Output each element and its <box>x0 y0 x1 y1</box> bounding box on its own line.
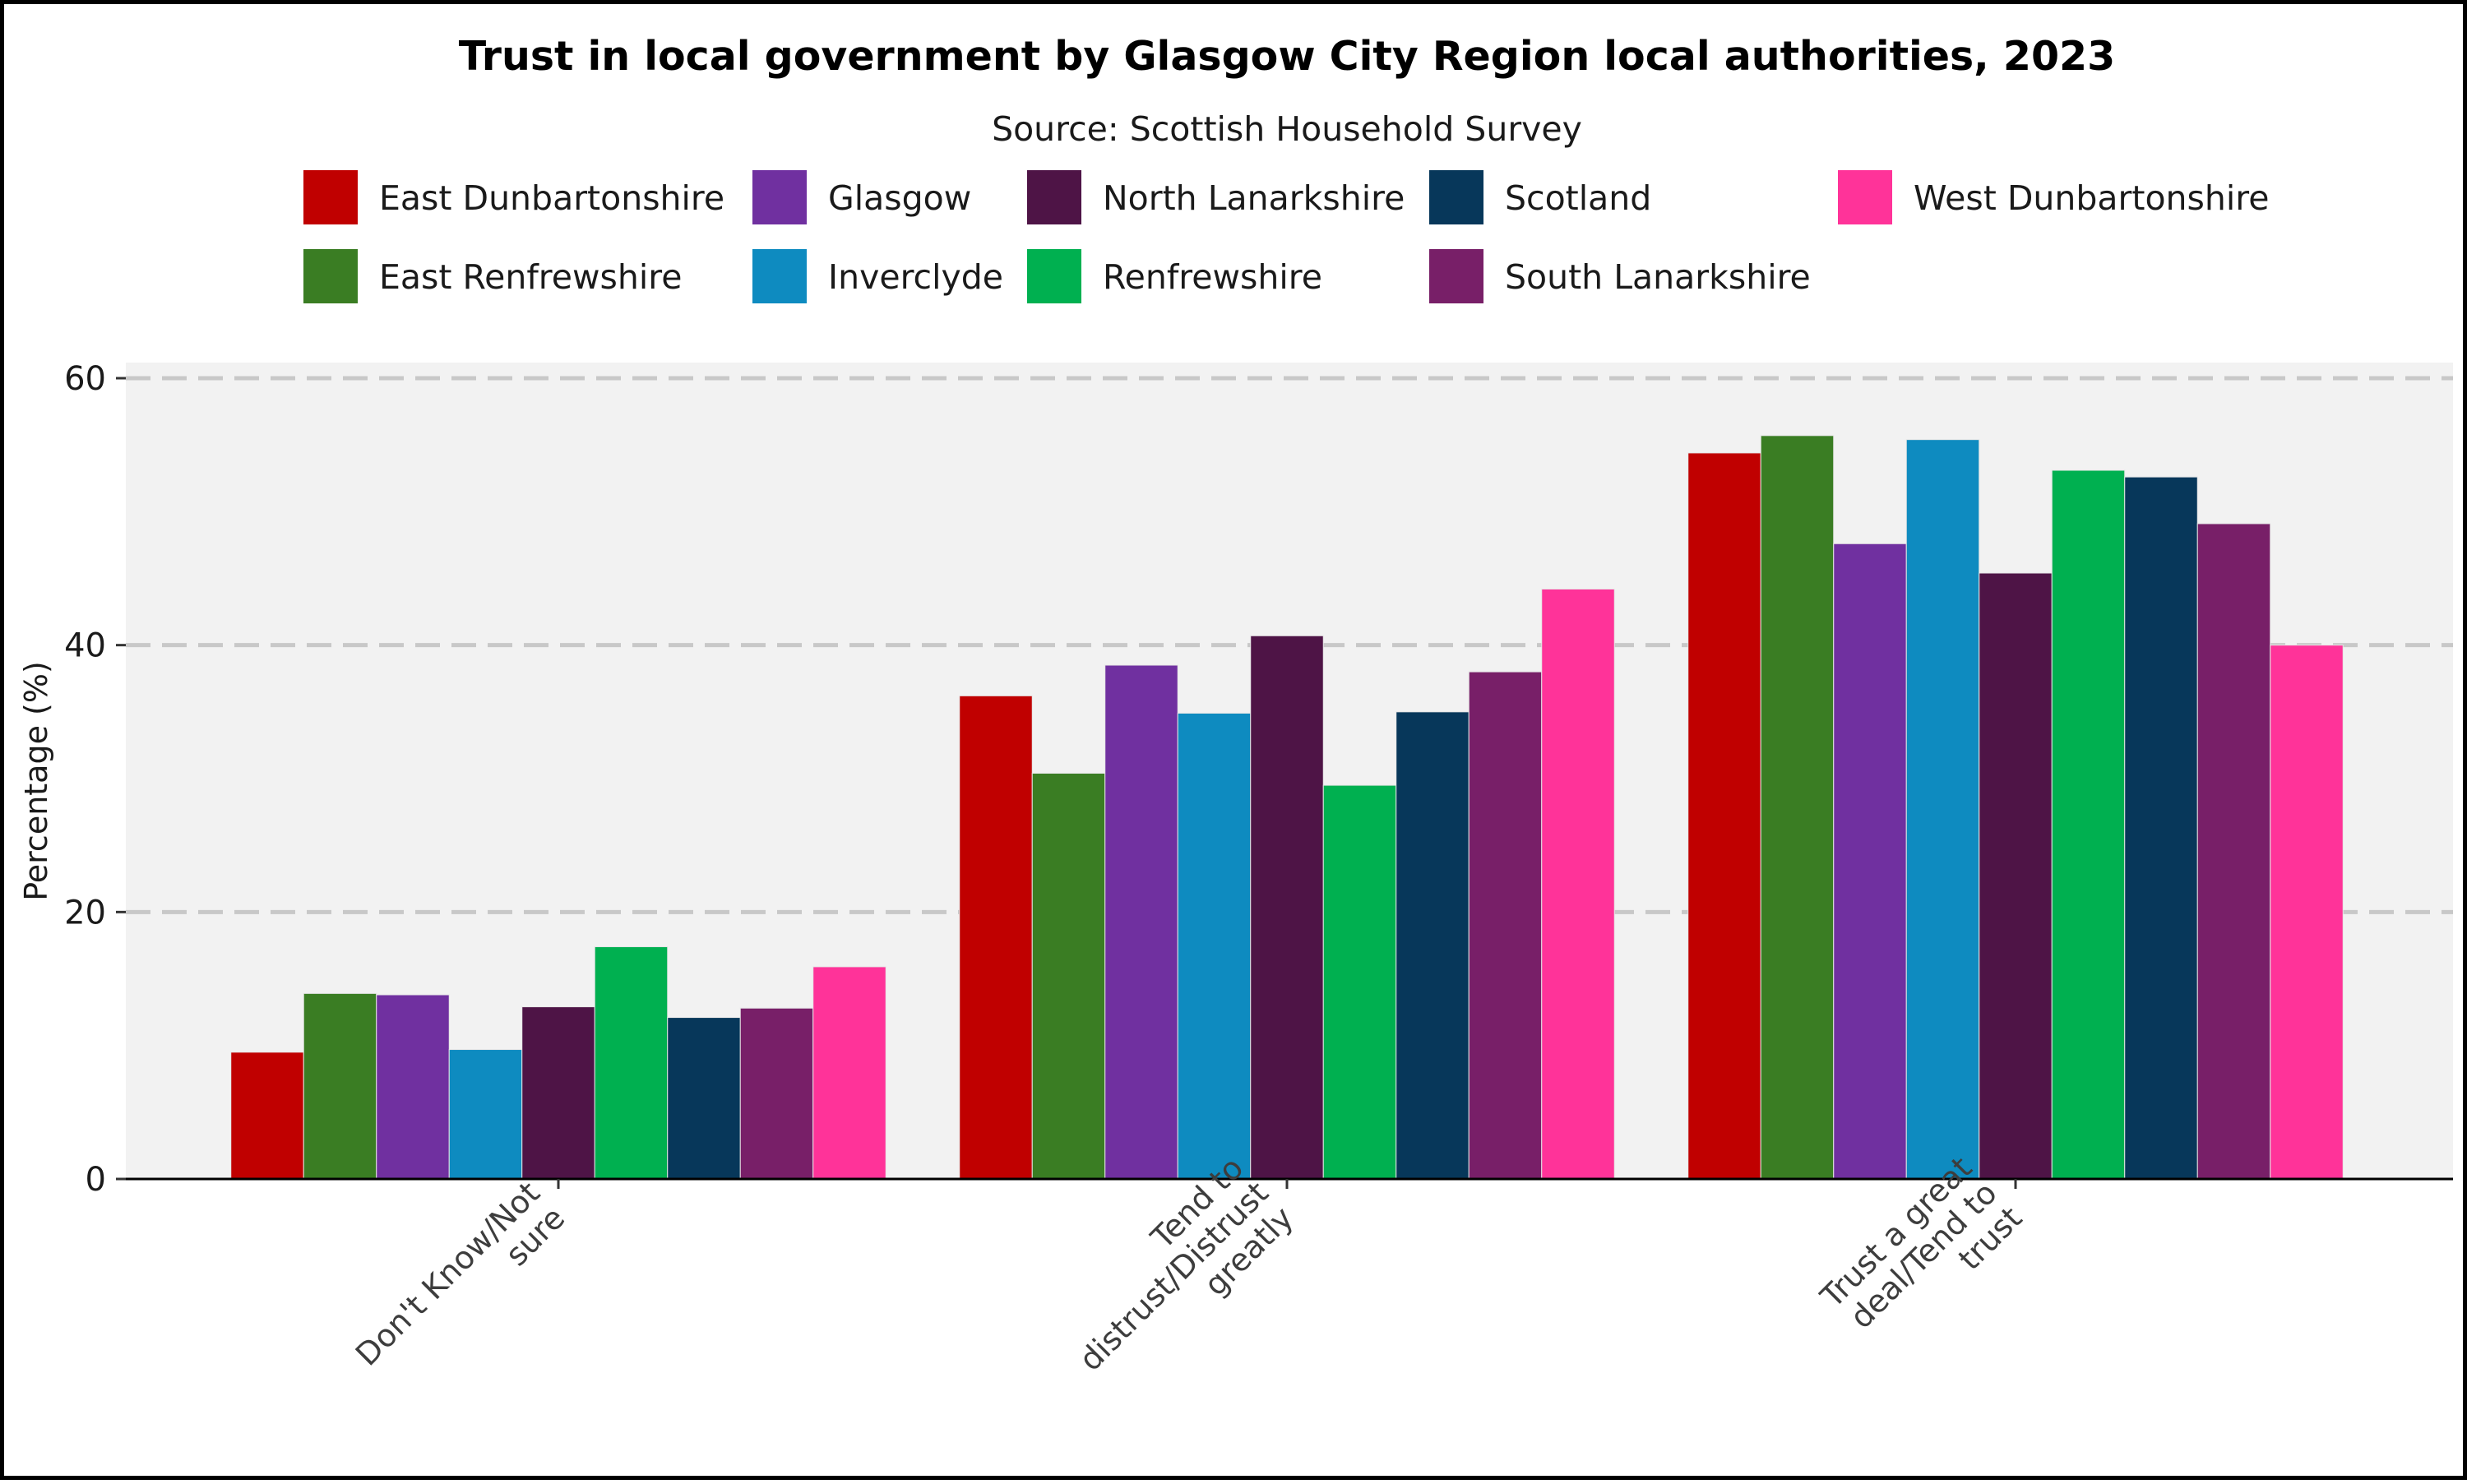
legend-label: Renfrewshire <box>1103 257 1322 297</box>
legend-label: South Lanarkshire <box>1505 257 1811 297</box>
bar <box>1541 588 1615 1180</box>
legend-swatch <box>1429 170 1483 224</box>
bar <box>1104 664 1178 1180</box>
legend-label: West Dunbartonshire <box>1914 178 2269 218</box>
y-tick-label: 20 <box>64 894 106 932</box>
bar <box>1687 452 1761 1180</box>
bar <box>594 946 669 1180</box>
bar <box>1250 635 1324 1180</box>
bar <box>2051 469 2126 1180</box>
bar <box>1395 711 1470 1180</box>
y-tick-label: 60 <box>64 360 106 398</box>
legend-label: North Lanarkshire <box>1103 178 1405 218</box>
legend-item: South Lanarkshire <box>1429 249 1811 303</box>
legend-swatch <box>1027 249 1081 303</box>
bar <box>2124 476 2198 1180</box>
legend-label: East Dunbartonshire <box>379 178 724 218</box>
bar <box>448 1049 523 1180</box>
bar <box>230 1052 304 1180</box>
bar <box>521 1006 595 1180</box>
legend-swatch <box>1838 170 1892 224</box>
bar <box>1760 435 1835 1180</box>
bar <box>812 966 886 1180</box>
legend-item: Scotland <box>1429 170 1651 224</box>
bar <box>959 695 1033 1180</box>
legend-item: East Renfrewshire <box>303 249 682 303</box>
bar <box>376 994 450 1180</box>
legend-swatch <box>1429 249 1483 303</box>
bars <box>230 435 2344 1180</box>
legend-swatch <box>752 249 807 303</box>
legend-swatch <box>752 170 807 224</box>
bar <box>1322 784 1397 1180</box>
bar-chart: Trust in local government by Glasgow Cit… <box>18 33 2453 1378</box>
bar <box>1031 773 1106 1180</box>
legend-label: Inverclyde <box>828 257 1003 297</box>
legend-item: East Dunbartonshire <box>303 170 724 224</box>
legend-swatch <box>303 249 358 303</box>
legend: East Dunbartonshire East Renfrewshire Glas… <box>303 170 2269 303</box>
chart-subtitle: Source: Scottish Household Survey <box>992 109 1582 149</box>
y-tick-label: 0 <box>86 1161 106 1199</box>
chart-title: Trust in local government by Glasgow Cit… <box>459 33 2116 80</box>
legend-swatch <box>303 170 358 224</box>
legend-item: West Dunbartonshire <box>1838 170 2269 224</box>
bar <box>1177 712 1252 1180</box>
bar <box>667 1017 741 1180</box>
y-ticks: 0 20 40 60 <box>64 360 126 1199</box>
y-tick-label: 40 <box>64 627 106 665</box>
legend-item: Renfrewshire <box>1027 249 1322 303</box>
bar <box>303 992 377 1180</box>
y-axis-title: Percentage (%) <box>18 661 54 901</box>
bar <box>1905 439 1980 1180</box>
legend-label: Scotland <box>1505 178 1651 218</box>
bar <box>1979 572 2053 1180</box>
x-tick-label-line: Don't Know/Not <box>349 1175 547 1373</box>
bar <box>1833 543 1907 1180</box>
bar <box>2196 523 2271 1180</box>
bar <box>739 1007 814 1180</box>
bar <box>2270 645 2344 1180</box>
legend-item: Glasgow <box>752 170 971 224</box>
bar <box>1468 671 1543 1180</box>
legend-item: North Lanarkshire <box>1027 170 1405 224</box>
legend-item: Inverclyde <box>752 249 1003 303</box>
legend-swatch <box>1027 170 1081 224</box>
legend-label: East Renfrewshire <box>379 257 682 297</box>
legend-label: Glasgow <box>828 178 971 218</box>
